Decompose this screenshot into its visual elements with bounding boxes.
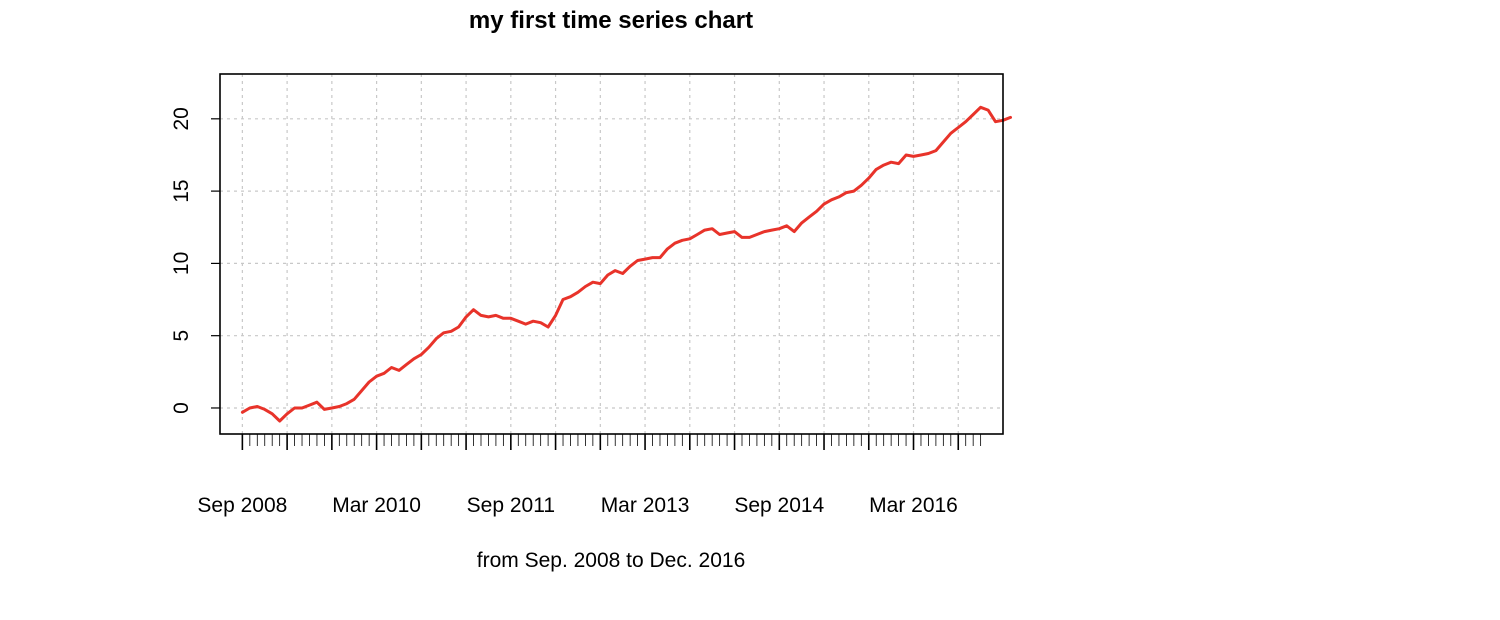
- plot-frame: [219, 73, 1004, 435]
- series-line: [240, 105, 1012, 423]
- x-tick-label: Sep 2008: [197, 494, 287, 517]
- x-tick-label: Sep 2014: [734, 494, 824, 517]
- x-axis: Sep 2008 Mar 2010 Sep 2011 Mar 2013 Sep 2014…: [197, 434, 982, 517]
- grid-lines: [220, 74, 1003, 434]
- series-layer: [240, 105, 1012, 423]
- y-axis: 0 5 10 15 20: [170, 107, 220, 414]
- x-tick-label: Sep 2011: [467, 494, 555, 517]
- x-tick-label: Mar 2010: [332, 494, 421, 517]
- x-axis-label: from Sep. 2008 to Dec. 2016: [477, 549, 746, 572]
- y-tick-label: 5: [170, 330, 193, 342]
- x-tick-label: Mar 2016: [869, 494, 958, 517]
- y-tick-label: 15: [170, 179, 193, 202]
- x-tick-label: Mar 2013: [601, 494, 690, 517]
- y-tick-label: 20: [170, 107, 193, 130]
- y-tick-label: 10: [170, 252, 193, 275]
- chart-title: my first time series chart: [469, 7, 753, 34]
- y-tick-label: 0: [170, 402, 193, 414]
